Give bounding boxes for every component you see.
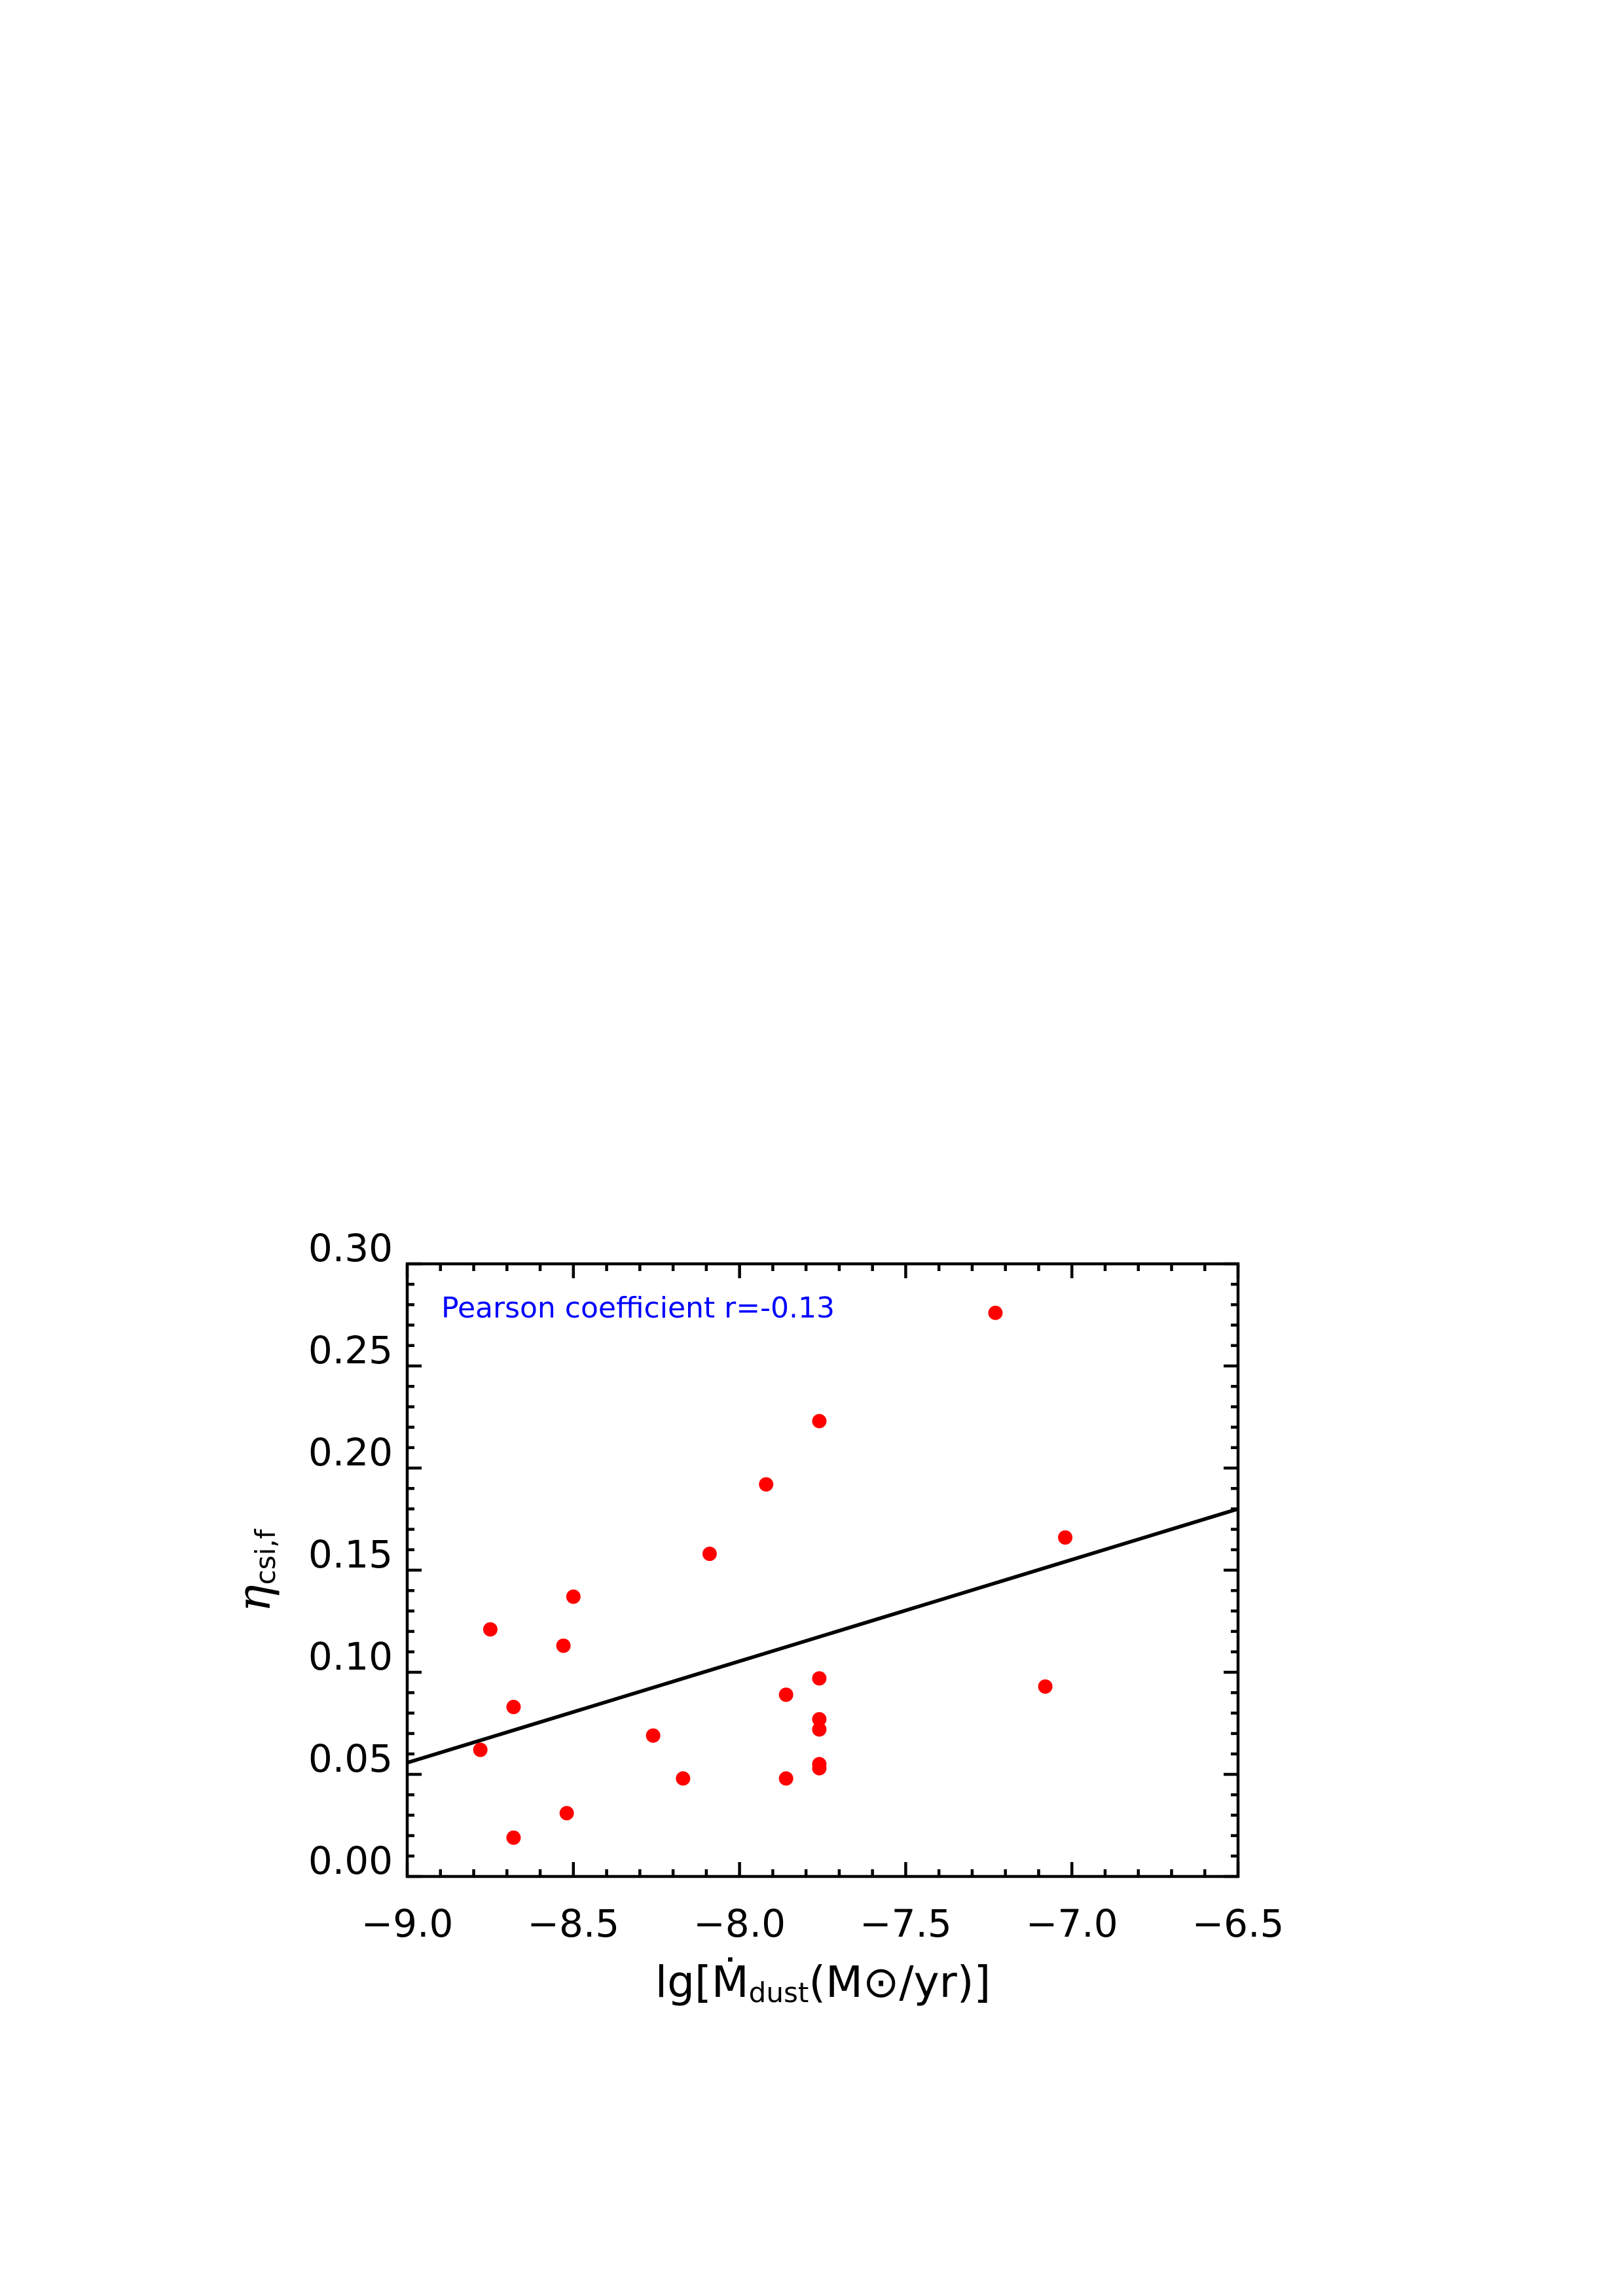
scatter-point (759, 1477, 774, 1492)
scatter-point (812, 1761, 827, 1776)
x-label-part: ⊙ (863, 1957, 899, 2007)
scatter-point (702, 1547, 717, 1562)
scatter-point (506, 1700, 521, 1715)
y-axis-label: ηcsi,f (227, 1528, 282, 1612)
scatter-point (566, 1589, 581, 1604)
x-label-part: Ṁ (712, 1957, 749, 2007)
scatter-point (812, 1671, 827, 1686)
x-label-part: lg[ (655, 1957, 712, 2007)
x-tick-label: −6.5 (1192, 1901, 1285, 1946)
x-label-part: (M (809, 1957, 863, 2007)
x-tick-label: −7.0 (1026, 1901, 1118, 1946)
y-tick-label: 0.05 (308, 1736, 393, 1781)
y-tick-label: 0.25 (308, 1328, 393, 1372)
y-label-sub: csi,f (249, 1528, 282, 1585)
x-axis-label: lg[Ṁdust(M⊙/yr)] (655, 1957, 991, 2008)
scatter-point (812, 1414, 827, 1429)
scatter-point (646, 1728, 661, 1743)
scatter-point (1038, 1679, 1053, 1694)
y-tick-label: 0.00 (308, 1839, 393, 1883)
y-tick-label: 0.15 (308, 1532, 393, 1577)
scatter-point (559, 1806, 574, 1821)
x-tick-label: −7.5 (860, 1901, 952, 1946)
scatter-point (812, 1722, 827, 1737)
scatter-point (676, 1771, 691, 1786)
x-label-sub: dust (749, 1977, 809, 2009)
scatter-point (778, 1771, 793, 1786)
x-tick-label: −8.0 (693, 1901, 786, 1946)
scatter-point (778, 1687, 793, 1702)
scatter-point (483, 1622, 498, 1637)
x-tick-label: −8.5 (527, 1901, 619, 1946)
annotation: Pearson coefficient r=-0.13 (441, 1291, 835, 1325)
x-tick-label: −9.0 (361, 1901, 454, 1946)
scatter-point (812, 1712, 827, 1727)
plot-frame (405, 1262, 1240, 1878)
y-tick-label: 0.10 (308, 1634, 393, 1679)
x-label-part: /yr)] (899, 1957, 991, 2007)
scatter-point (473, 1742, 488, 1757)
fit-line (407, 1507, 1239, 1765)
y-tick-label: 0.30 (308, 1226, 393, 1270)
scatter-point (988, 1305, 1003, 1320)
scatter-point (556, 1638, 571, 1653)
scatter-point (506, 1830, 521, 1845)
scatter-point (1058, 1530, 1073, 1545)
y-label-main: η (227, 1585, 281, 1612)
y-tick-label: 0.20 (308, 1430, 393, 1475)
